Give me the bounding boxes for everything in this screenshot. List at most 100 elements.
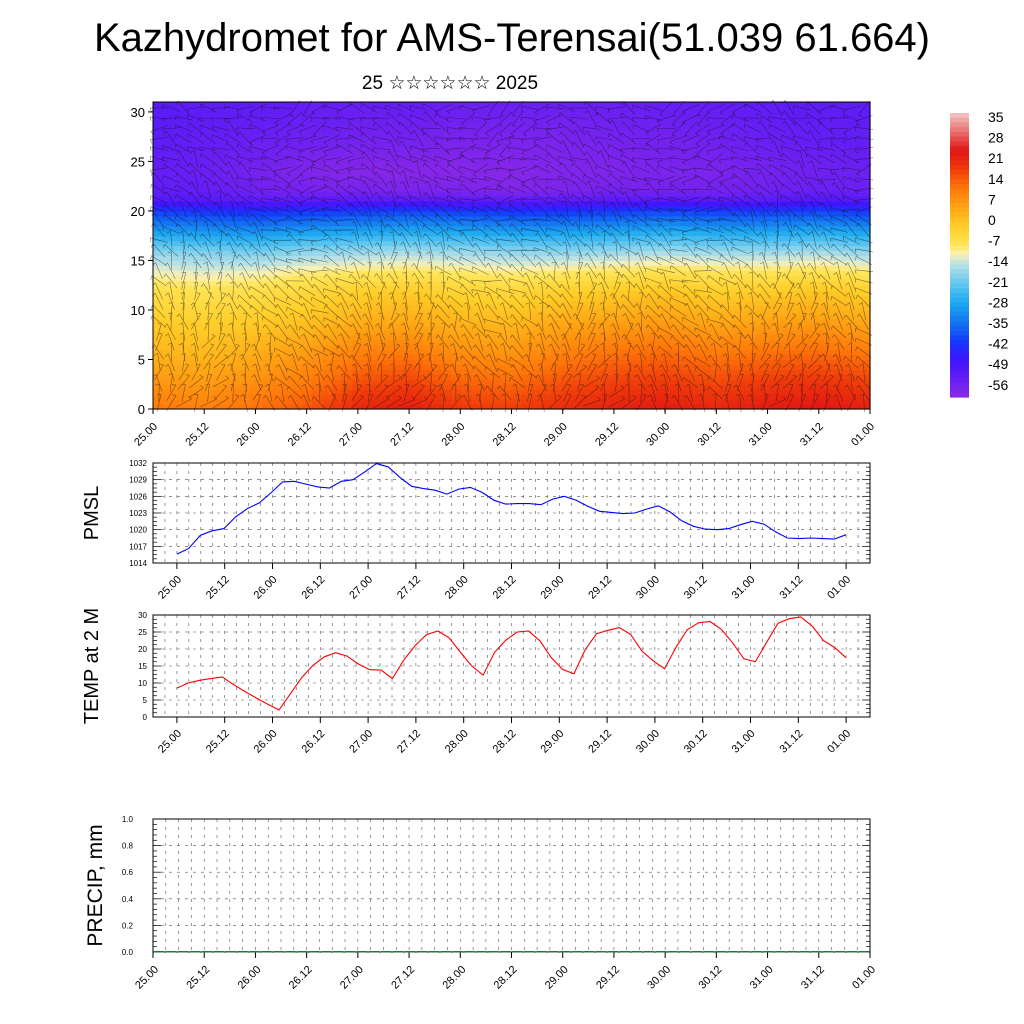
heatmap-cell [401,136,413,143]
heatmap-cell [342,151,353,158]
heatmap-cell [650,250,662,257]
heatmap-cell [332,102,343,108]
heatmap-cell [581,295,592,301]
heatmap-cell [650,141,662,148]
heatmap-cell [401,399,413,405]
heatmap-cell [352,235,363,242]
heatmap-cell [322,344,333,351]
heatmap-cell [252,131,264,138]
heatmap-cell [810,151,821,158]
heatmap-cell [362,359,373,366]
heatmap-cell [232,349,244,356]
heatmap-cell [680,181,692,187]
heatmap-cell [601,191,612,197]
wind-barb-flag [252,251,257,255]
heatmap-cell [372,344,383,351]
heatmap-cell [860,136,871,143]
wind-barb-flag [196,363,201,365]
heatmap-cell [302,201,313,207]
heatmap-cell [192,275,204,281]
heatmap-cell [401,191,413,197]
heatmap-cell [411,166,423,172]
wind-barb [225,154,242,164]
heatmap-cell [382,111,393,118]
heatmap-cell [421,270,433,276]
heatmap-cell [182,191,194,197]
heatmap-cell [232,245,244,252]
heatmap-cell [790,126,801,133]
heatmap-cell [441,379,453,385]
heatmap-cell [292,230,303,237]
heatmap-cell [461,151,473,158]
heatmap-cell [182,389,194,395]
wind-barb [200,214,217,225]
heatmap-cell [461,240,473,247]
heatmap-cell [382,379,393,385]
heatmap-cell [541,354,552,361]
heatmap-cell [571,384,582,390]
heatmap-cell [401,230,413,237]
heatmap-cell [232,116,244,123]
wind-barb-flag [149,147,152,152]
wind-barb [236,177,255,182]
heatmap-cell [501,394,513,400]
heatmap-cell [461,186,473,192]
heatmap-cell [282,300,294,306]
heatmap-cell [401,146,413,153]
heatmap-cell [382,305,393,311]
heatmap-cell [172,319,184,326]
heatmap-cell [501,324,513,331]
heatmap-cell [561,364,572,370]
wind-barb-flag [211,147,214,152]
heatmap-cell [750,141,762,148]
wind-barb-flag [228,261,233,264]
heatmap-cell [153,394,164,400]
heatmap-cell [153,230,164,237]
heatmap-cell [581,404,592,410]
heatmap-cell [521,196,533,202]
heatmap-cell [631,245,642,252]
heatmap-cell [611,334,622,341]
heatmap-cell [581,245,592,252]
heatmap-cell [860,230,871,237]
heatmap-cell [222,245,234,252]
heatmap-cell [531,399,542,405]
heatmap-cell [153,116,164,123]
heatmap-cell [481,111,493,118]
heatmap-cell [352,191,363,197]
heatmap-cell [710,295,722,301]
heatmap-cell [322,275,333,281]
heatmap-cell [700,176,712,182]
heatmap-cell [820,275,831,281]
heatmap-cell [680,319,692,326]
heatmap-cell [561,141,572,148]
heatmap-cell [441,210,453,217]
heatmap-cell [830,374,841,380]
heatmap-cell [780,334,791,341]
heatmap-cell [680,146,692,153]
heatmap-cell [581,314,592,321]
heatmap-cell [760,131,772,138]
heatmap-cell [491,374,503,380]
heatmap-cell [302,102,313,108]
heatmap-cell [182,290,194,296]
wind-barb [181,251,187,270]
wind-barb-flag [229,383,234,386]
heatmap-cell [840,359,851,366]
heatmap-cell [162,379,174,385]
heatmap-cell [680,379,692,385]
heatmap-cell [292,314,303,321]
heatmap-cell [531,260,542,267]
heatmap-cell [591,121,602,128]
heatmap-cell [680,102,692,108]
heatmap-cell [282,354,294,361]
wind-barb [237,143,254,154]
heatmap-cell [820,215,831,222]
wind-barb-flag [174,116,176,121]
heatmap-cell [382,285,393,291]
heatmap-cell [282,309,294,316]
wind-barb [181,272,187,290]
heatmap-cell [780,309,791,316]
heatmap-cell [232,309,244,316]
heatmap-cell [431,166,443,172]
